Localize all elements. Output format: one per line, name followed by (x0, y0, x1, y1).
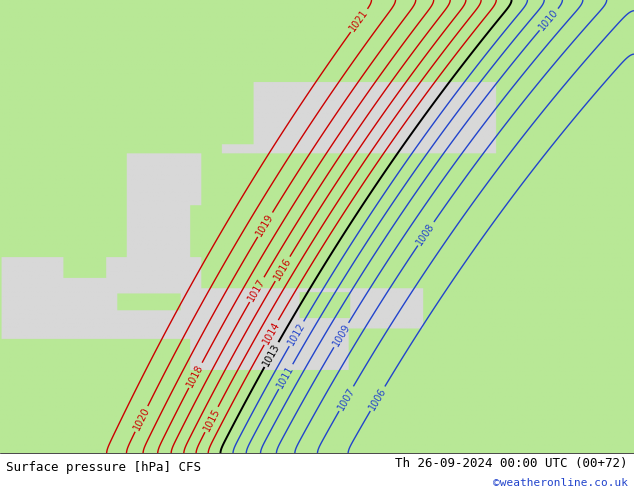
Text: 1008: 1008 (415, 221, 437, 246)
Text: 1012: 1012 (286, 320, 307, 347)
Text: 1015: 1015 (202, 406, 221, 433)
Text: 1016: 1016 (272, 256, 293, 282)
Text: 1013: 1013 (261, 342, 281, 368)
Text: 1009: 1009 (330, 322, 352, 348)
Text: 1021: 1021 (348, 7, 370, 33)
Text: 1018: 1018 (185, 362, 205, 389)
Text: 1017: 1017 (246, 276, 268, 303)
Text: Th 26-09-2024 00:00 UTC (00+72): Th 26-09-2024 00:00 UTC (00+72) (395, 457, 628, 470)
Text: ©weatheronline.co.uk: ©weatheronline.co.uk (493, 478, 628, 489)
Text: 1006: 1006 (367, 386, 388, 412)
Text: 1007: 1007 (336, 386, 357, 412)
Text: 1020: 1020 (131, 406, 152, 432)
Text: 1011: 1011 (275, 364, 296, 390)
Text: 1010: 1010 (537, 7, 560, 32)
Text: 1014: 1014 (261, 319, 281, 345)
Text: 1019: 1019 (254, 212, 276, 238)
Text: Surface pressure [hPa] CFS: Surface pressure [hPa] CFS (6, 462, 202, 474)
